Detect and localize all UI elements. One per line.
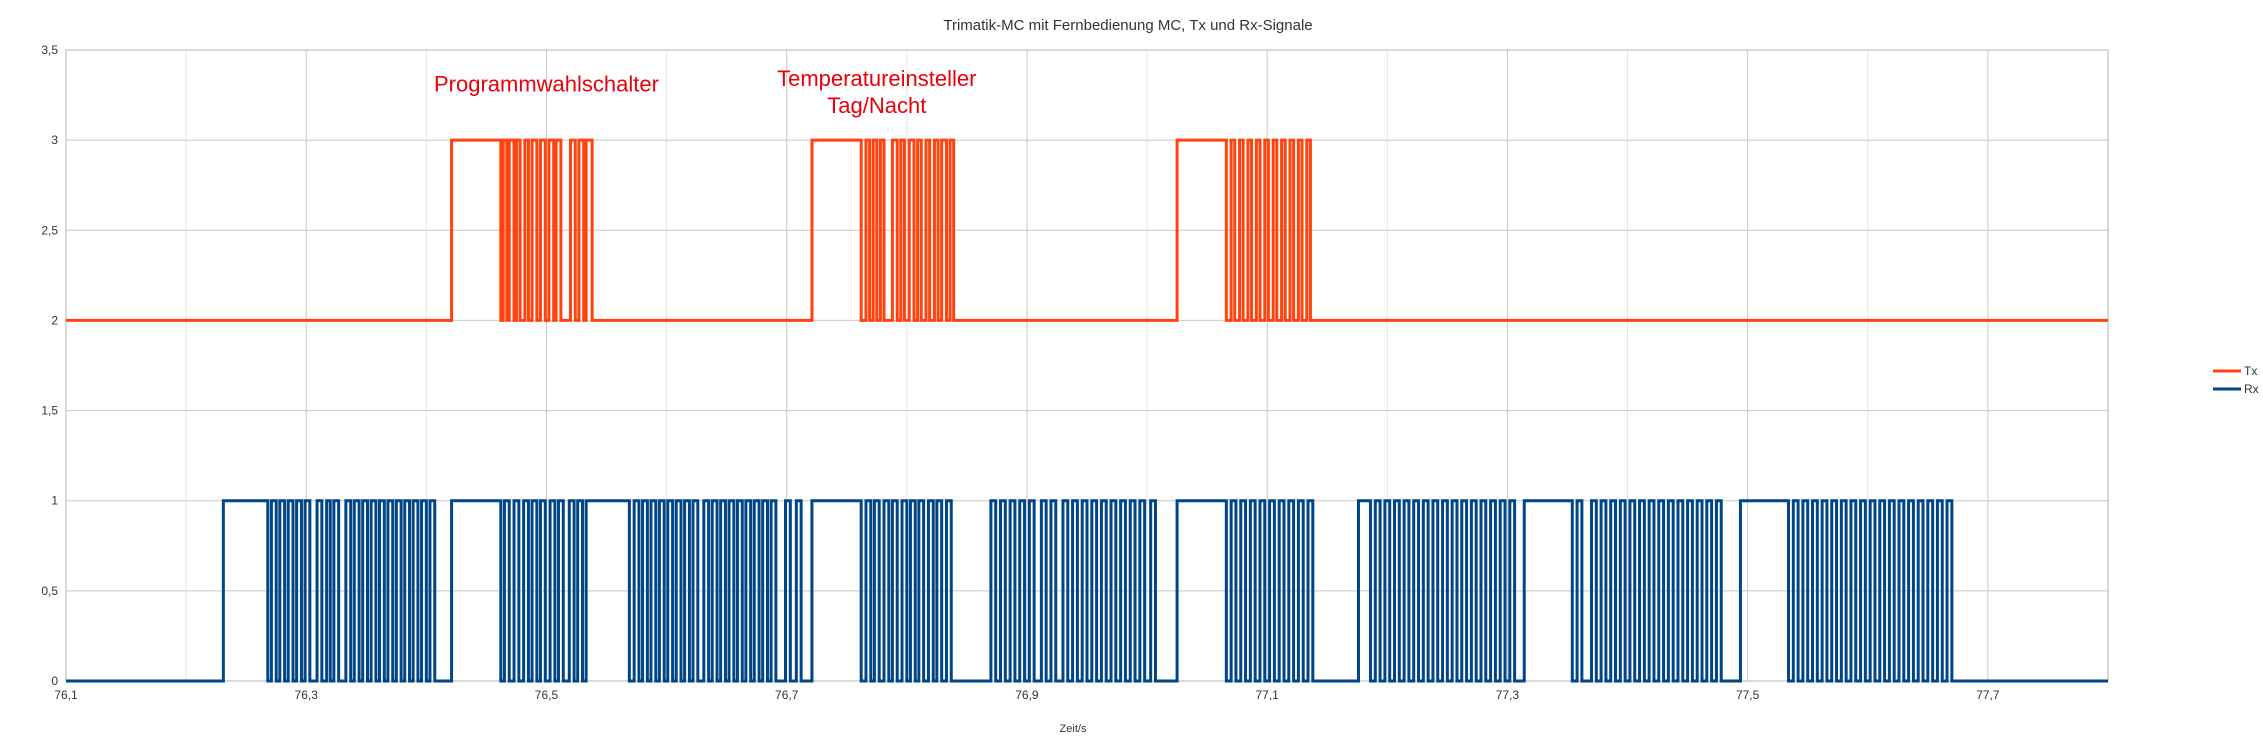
- legend-label-rx: Rx: [2244, 382, 2259, 396]
- series-line-rx: [66, 499, 2108, 683]
- annotation-line: Temperatureinsteller: [777, 66, 976, 91]
- x-axis-label: Zeit/s: [1060, 723, 1087, 735]
- legend: Tx Rx: [2213, 364, 2259, 396]
- y-tick-label: 0: [51, 674, 58, 688]
- annotation-line: Programmwahlschalter: [434, 71, 659, 96]
- x-tick-label: 76,7: [775, 688, 799, 702]
- annotation-label: Programmwahlschalter: [434, 71, 659, 96]
- annotation-label: Temperatureinsteller Tag/Nacht: [777, 66, 976, 118]
- legend-entry-rx: Rx: [2213, 382, 2259, 396]
- y-tick-label: 1,5: [41, 404, 58, 418]
- x-tick-label: 77,5: [1736, 688, 1760, 702]
- chart-title: Trimatik-MC mit Fernbedienung MC, Tx und…: [943, 17, 1312, 34]
- y-tick-label: 2: [51, 313, 58, 327]
- y-tick-label: 2,5: [41, 223, 58, 237]
- y-tick-label: 3,5: [41, 43, 58, 57]
- y-axis-ticks: 0 0,5 1 1,5 2 2,5 3 3,5: [41, 43, 58, 688]
- x-tick-label: 77,7: [1976, 688, 2000, 702]
- y-tick-label: 0,5: [41, 584, 58, 598]
- y-tick-label: 3: [51, 133, 58, 147]
- x-tick-label: 76,9: [1015, 688, 1039, 702]
- x-axis-ticks: 76,1 76,3 76,5 76,7 76,9 77,1 77,3 77,5 77,7: [54, 688, 2000, 702]
- legend-label-tx: Tx: [2244, 364, 2257, 378]
- x-tick-label: 76,3: [295, 688, 319, 702]
- x-tick-label: 76,1: [54, 688, 78, 702]
- annotation-layer: Programmwahlschalter Temperatureinsteller…: [434, 66, 976, 118]
- y-tick-label: 1: [51, 494, 58, 508]
- x-tick-label: 77,3: [1496, 688, 1520, 702]
- series-layer: [66, 138, 2108, 683]
- x-tick-label: 76,5: [535, 688, 559, 702]
- grid-minor: [185, 50, 1869, 681]
- x-tick-label: 77,1: [1255, 688, 1279, 702]
- series-line-tx: [66, 138, 2108, 322]
- annotation-line: Tag/Nacht: [827, 93, 926, 118]
- legend-entry-tx: Tx: [2213, 364, 2257, 378]
